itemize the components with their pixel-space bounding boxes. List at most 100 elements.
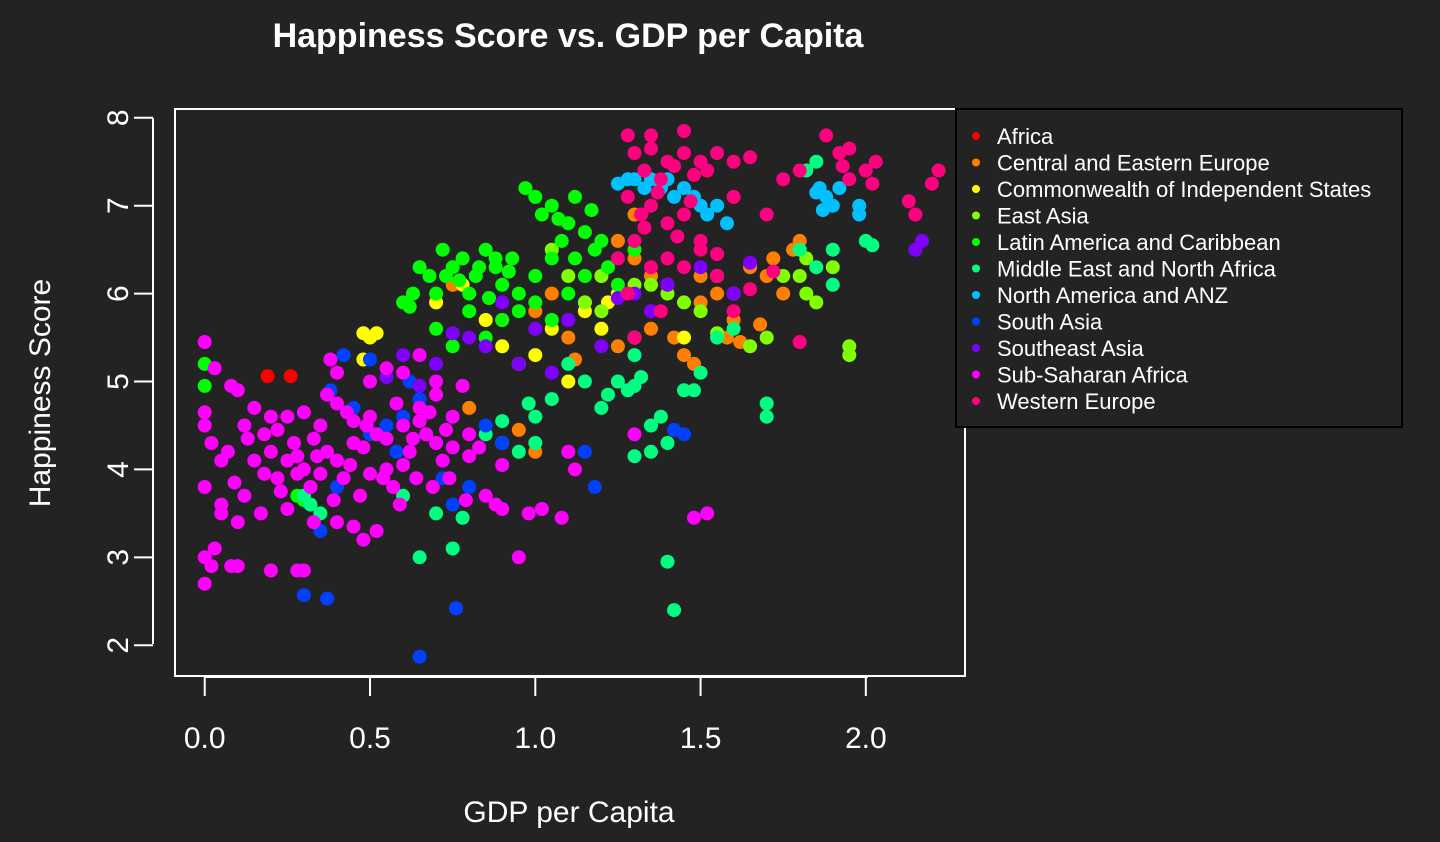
point-east-asia-10 bbox=[792, 269, 807, 283]
legend-marker-latin-america-and-caribbean bbox=[972, 238, 980, 246]
point-latin-america-and-caribbean-51 bbox=[551, 211, 566, 226]
point-central-and-eastern-europe-11 bbox=[677, 348, 691, 363]
point-middle-east-and-north-africa-31 bbox=[660, 554, 675, 569]
point-latin-america-and-caribbean-47 bbox=[568, 251, 582, 266]
point-western-europe-12 bbox=[653, 172, 668, 187]
point-latin-america-and-caribbean-25 bbox=[610, 277, 625, 292]
point-sub-saharan-africa-2 bbox=[197, 405, 212, 420]
point-western-europe-8 bbox=[710, 146, 725, 160]
point-central-and-eastern-europe-32 bbox=[766, 251, 781, 266]
point-sub-saharan-africa-89 bbox=[495, 458, 510, 472]
point-sub-saharan-africa-25 bbox=[270, 471, 285, 486]
point-sub-saharan-africa-64 bbox=[237, 488, 252, 503]
point-middle-east-and-north-africa-5 bbox=[429, 506, 444, 521]
point-western-europe-22 bbox=[627, 233, 642, 248]
point-east-asia-20 bbox=[644, 277, 658, 292]
point-sub-saharan-africa-78 bbox=[296, 405, 311, 420]
point-western-europe-1 bbox=[644, 128, 658, 143]
point-middle-east-and-north-africa-23 bbox=[644, 444, 658, 459]
chart-title: Happiness Score vs. GDP per Capita bbox=[273, 17, 865, 55]
point-north-america-and-anz-20 bbox=[809, 185, 824, 200]
point-latin-america-and-caribbean-44 bbox=[528, 295, 543, 310]
point-sub-saharan-africa-0 bbox=[197, 335, 212, 349]
point-central-and-eastern-europe-3 bbox=[544, 286, 559, 301]
legend-marker-east-asia bbox=[972, 211, 980, 220]
point-southeast-asia-14 bbox=[726, 286, 741, 301]
point-southeast-asia-16 bbox=[915, 233, 929, 248]
point-north-america-and-anz-21 bbox=[815, 203, 830, 218]
point-latin-america-and-caribbean-17 bbox=[544, 198, 559, 213]
point-sub-saharan-africa-94 bbox=[306, 431, 321, 446]
point-sub-saharan-africa-20 bbox=[230, 383, 245, 398]
point-sub-saharan-africa-79 bbox=[313, 466, 328, 481]
point-sub-saharan-africa-52 bbox=[534, 502, 549, 516]
point-sub-saharan-africa-51 bbox=[521, 506, 536, 521]
point-east-asia-6 bbox=[677, 295, 691, 310]
point-sub-saharan-africa-65 bbox=[253, 506, 268, 521]
point-middle-east-and-north-africa-11 bbox=[528, 409, 543, 424]
point-sub-saharan-africa-117 bbox=[458, 493, 473, 508]
point-latin-america-and-caribbean-16 bbox=[534, 207, 549, 222]
point-middle-east-and-north-africa-41 bbox=[687, 383, 701, 398]
point-east-asia-7 bbox=[693, 304, 708, 319]
point-middle-east-and-north-africa-10 bbox=[511, 444, 526, 459]
point-sub-saharan-africa-26 bbox=[280, 409, 295, 424]
point-southeast-asia-18 bbox=[412, 378, 427, 393]
point-southeast-asia-11 bbox=[644, 304, 658, 319]
point-latin-america-and-caribbean-40 bbox=[197, 378, 212, 393]
point-western-europe-51 bbox=[766, 264, 781, 279]
point-sub-saharan-africa-98 bbox=[389, 396, 404, 411]
point-east-asia-3 bbox=[594, 304, 609, 319]
point-latin-america-and-caribbean-38 bbox=[472, 260, 487, 275]
legend-label-commonwealth-of-independent-states: Commonwealth of Independent States bbox=[997, 177, 1371, 202]
point-southeast-asia-6 bbox=[528, 321, 543, 336]
y-tick-label-2: 4 bbox=[102, 461, 135, 478]
point-sub-saharan-africa-97 bbox=[356, 440, 371, 455]
point-central-and-eastern-europe-4 bbox=[561, 330, 576, 345]
point-sub-saharan-africa-9 bbox=[230, 515, 245, 530]
point-south-asia-14 bbox=[462, 480, 477, 494]
point-central-and-eastern-europe-7 bbox=[610, 339, 625, 354]
point-western-europe-32 bbox=[726, 189, 741, 204]
point-sub-saharan-africa-30 bbox=[313, 418, 328, 433]
point-latin-america-and-caribbean-53 bbox=[482, 291, 496, 305]
point-middle-east-and-north-africa-15 bbox=[594, 400, 609, 415]
point-western-europe-56 bbox=[683, 194, 698, 209]
point-sub-saharan-africa-102 bbox=[455, 378, 470, 393]
point-middle-east-and-north-africa-1 bbox=[303, 497, 318, 512]
point-latin-america-and-caribbean-31 bbox=[429, 321, 444, 336]
point-western-europe-28 bbox=[710, 269, 725, 283]
point-southeast-asia-5 bbox=[511, 356, 526, 371]
point-sub-saharan-africa-1 bbox=[207, 361, 222, 376]
point-western-europe-39 bbox=[858, 163, 873, 178]
point-sub-saharan-africa-67 bbox=[306, 515, 321, 530]
y-tick-label-0: 2 bbox=[102, 637, 135, 654]
point-middle-east-and-north-africa-45 bbox=[601, 387, 615, 402]
point-sub-saharan-africa-96 bbox=[339, 405, 354, 420]
point-sub-saharan-africa-41 bbox=[402, 444, 417, 459]
point-western-europe-2 bbox=[677, 124, 691, 138]
point-latin-america-and-caribbean-26 bbox=[544, 251, 559, 266]
x-tick-label-3: 1.5 bbox=[680, 722, 722, 755]
x-tick-label-4: 2.0 bbox=[845, 722, 887, 755]
point-middle-east-and-north-africa-28 bbox=[726, 321, 741, 336]
point-western-europe-45 bbox=[908, 207, 923, 222]
point-south-asia-16 bbox=[495, 436, 510, 450]
point-sub-saharan-africa-6 bbox=[197, 480, 212, 494]
point-central-and-eastern-europe-27 bbox=[511, 422, 526, 437]
point-latin-america-and-caribbean-50 bbox=[501, 264, 516, 279]
point-sub-saharan-africa-29 bbox=[303, 480, 318, 494]
point-latin-america-and-caribbean-21 bbox=[577, 225, 592, 240]
point-western-europe-25 bbox=[660, 251, 675, 266]
point-sub-saharan-africa-114 bbox=[409, 471, 424, 486]
point-middle-east-and-north-africa-16 bbox=[610, 374, 625, 389]
point-middle-east-and-north-africa-26 bbox=[693, 365, 708, 380]
point-east-asia-17 bbox=[759, 330, 774, 345]
legend-marker-north-america-and-anz bbox=[972, 291, 980, 299]
point-south-asia-21 bbox=[363, 352, 377, 367]
point-south-asia-0 bbox=[296, 588, 311, 603]
data-points bbox=[197, 124, 946, 664]
point-central-and-eastern-europe-22 bbox=[667, 330, 682, 345]
point-southeast-asia-12 bbox=[660, 277, 675, 292]
